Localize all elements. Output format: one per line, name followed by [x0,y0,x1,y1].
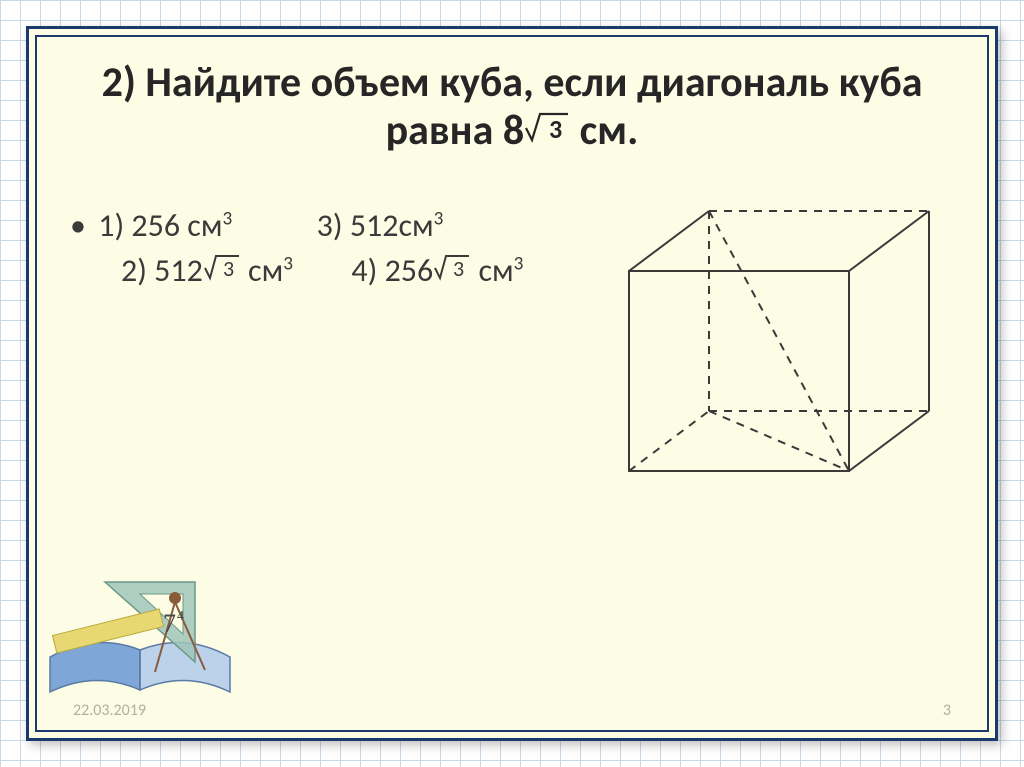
footer-page-number: 3 [943,701,951,720]
problem-title: 2) Найдите объем куба, если диагональ ку… [49,59,975,156]
option-3: 3) 512см3 [317,206,444,245]
sqrt-icon: 3 [433,249,471,294]
sqrt-icon: 3 [524,107,570,155]
svg-text:4: 4 [177,609,184,624]
svg-text:3: 3 [453,255,464,281]
decorative-math-icon: 7 4 [45,562,245,702]
footer-date: 22.03.2019 [73,701,146,720]
option-1: 1) 256 см3 [98,206,232,245]
svg-text:3: 3 [223,255,234,281]
options-row-2: 2) 512 3 см3 4) 256 3 см3 [65,249,625,294]
answer-options: • 1) 256 см3 3) 512см3 2) 512 3 см3 4) 2… [65,204,625,294]
slide: 2) Найдите объем куба, если диагональ ку… [26,26,998,741]
sqrt-radicand: 3 [549,113,562,144]
sqrt-icon: 3 [203,249,241,294]
title-prefix: 2) Найдите объем куба, если диагональ ку… [102,57,923,156]
option-4: 4) 256 3 см3 [351,251,523,290]
bullet-icon: • [65,204,91,249]
option-2: 2) 512 3 см3 [121,251,293,290]
svg-text:7: 7 [163,609,176,638]
options-row-1: • 1) 256 см3 3) 512см3 [65,204,625,249]
cube-diagram [599,191,959,491]
title-suffix: см. [570,105,638,156]
